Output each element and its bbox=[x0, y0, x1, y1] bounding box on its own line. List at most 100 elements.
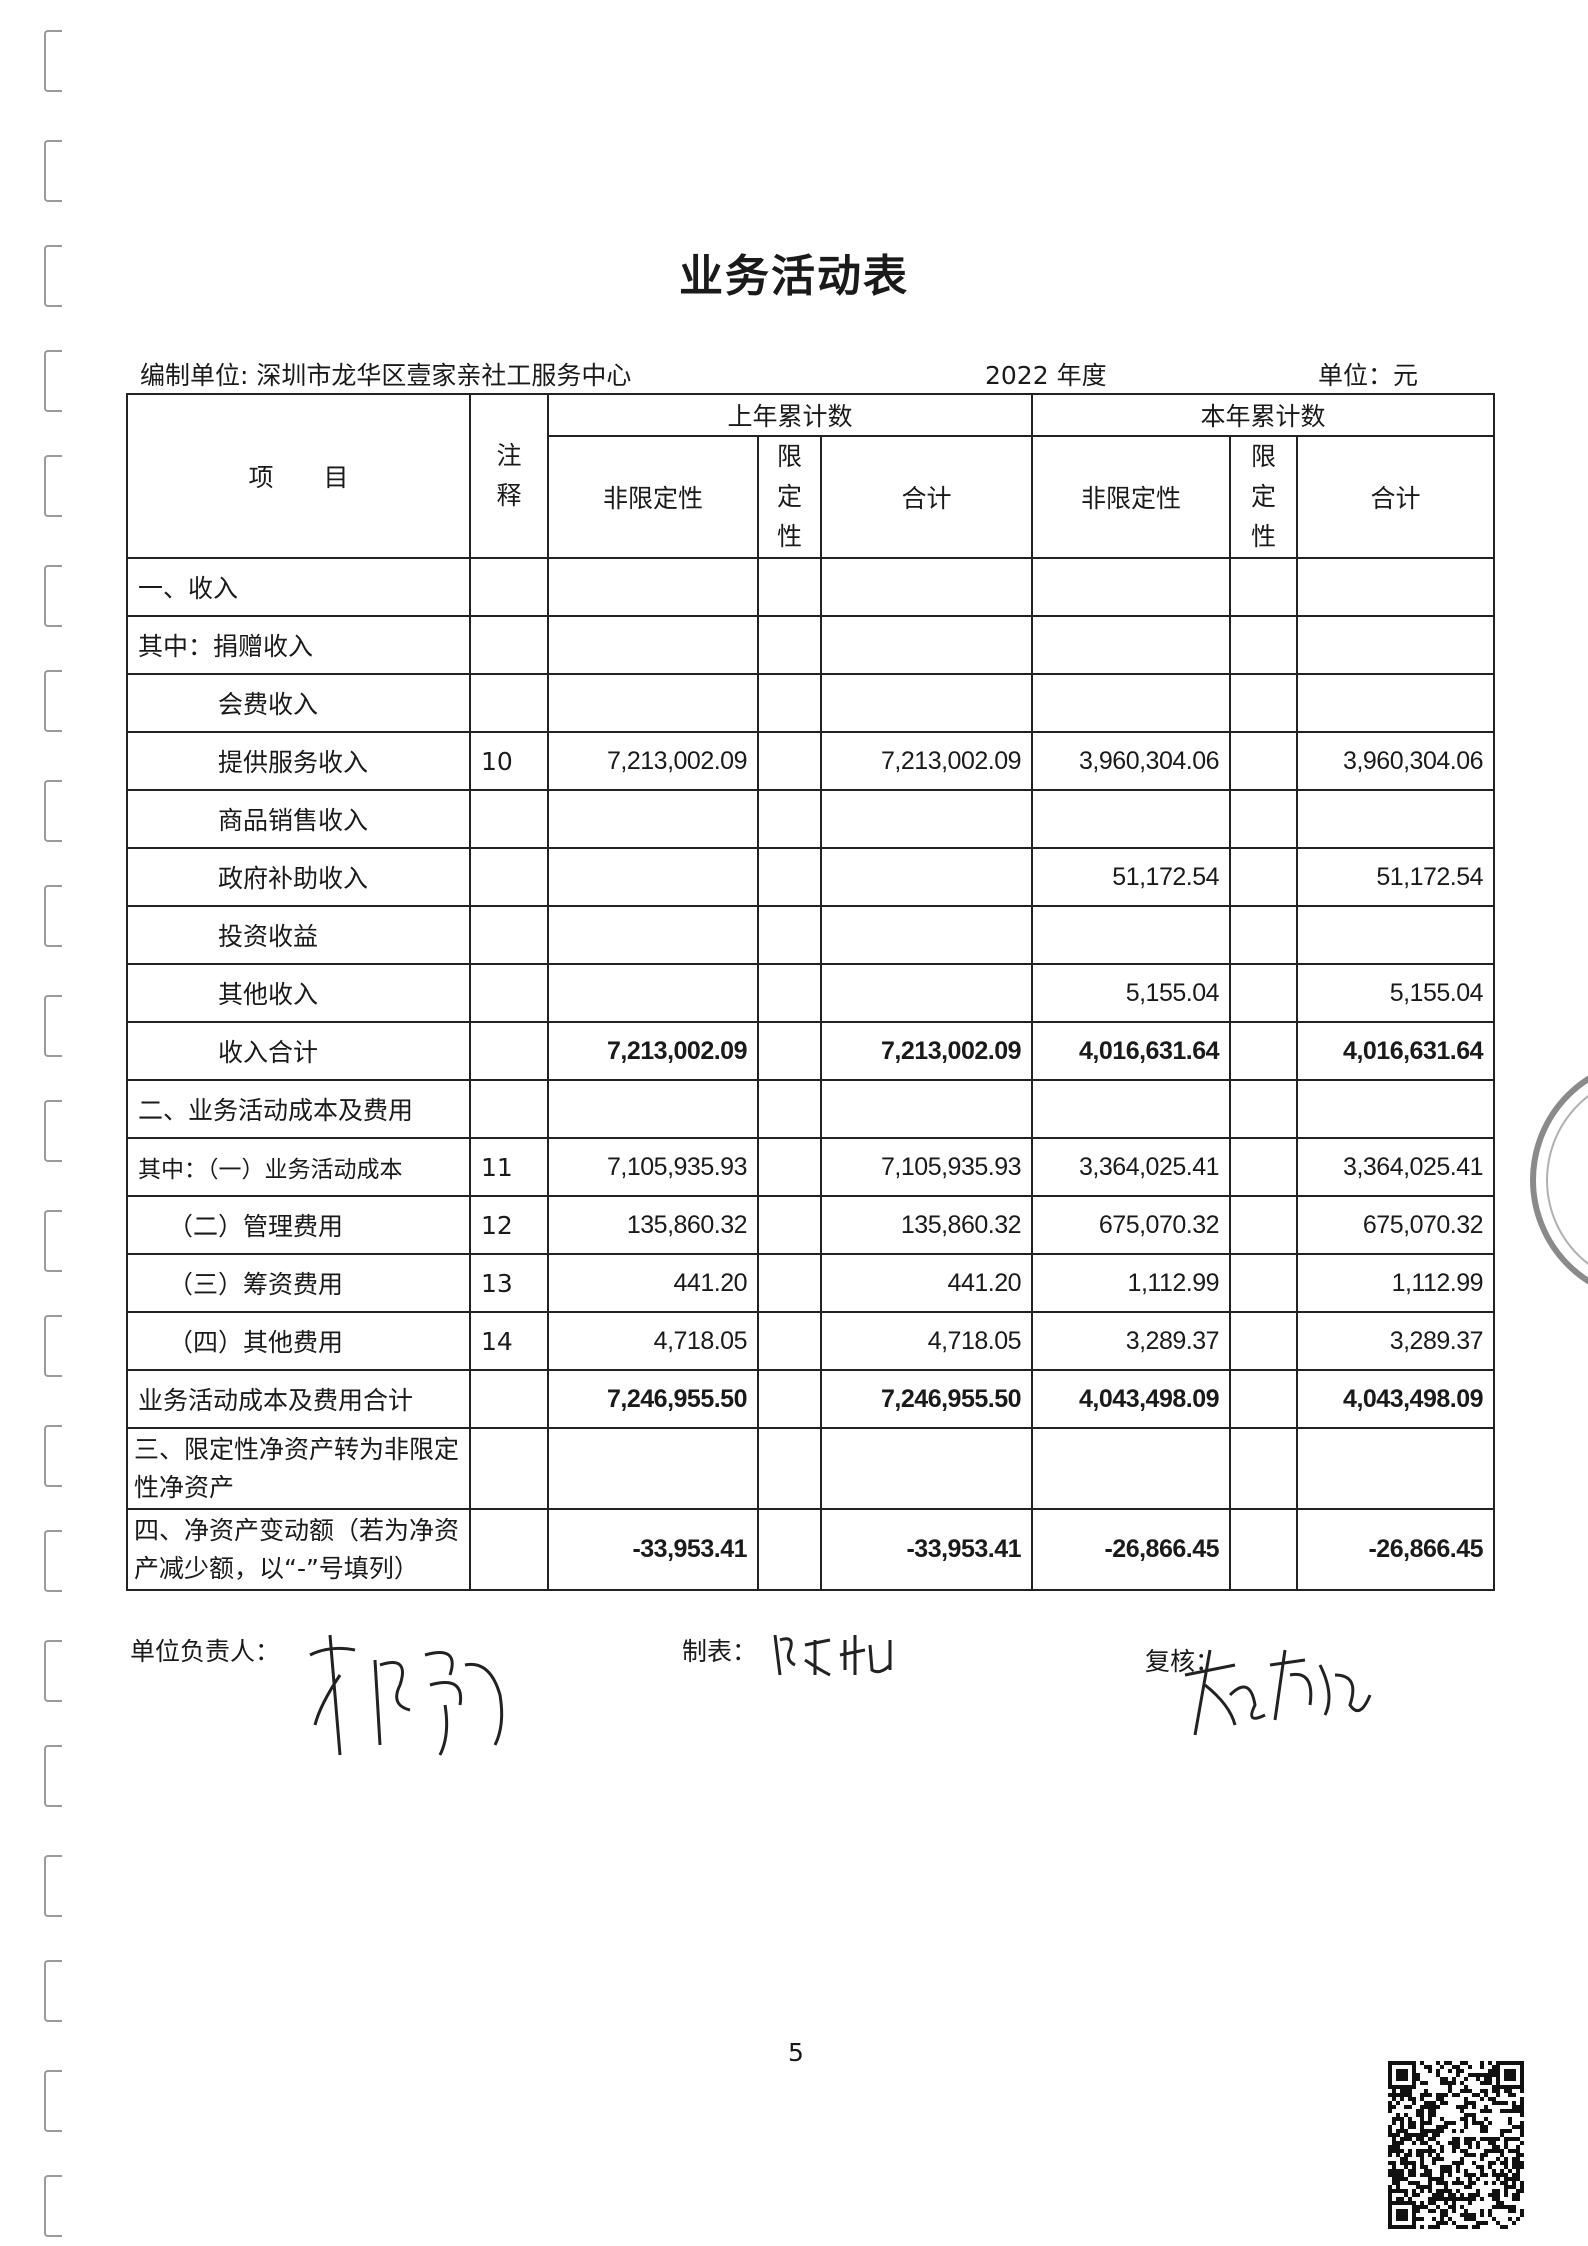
qr-module bbox=[1520, 2069, 1524, 2073]
qr-module bbox=[1396, 2185, 1400, 2189]
qr-module bbox=[1464, 2217, 1468, 2221]
binding-mark bbox=[44, 1210, 62, 1272]
qr-module bbox=[1436, 2181, 1440, 2185]
qr-module bbox=[1464, 2169, 1468, 2173]
qr-module bbox=[1496, 2069, 1500, 2073]
qr-module bbox=[1440, 2173, 1444, 2177]
qr-module bbox=[1424, 2165, 1428, 2169]
qr-module bbox=[1488, 2121, 1492, 2125]
qr-module bbox=[1412, 2141, 1416, 2145]
binding-mark bbox=[44, 995, 62, 1057]
qr-module bbox=[1460, 2193, 1464, 2197]
qr-module bbox=[1448, 2085, 1452, 2089]
qr-module bbox=[1456, 2141, 1460, 2145]
qr-module bbox=[1468, 2089, 1472, 2093]
qr-module bbox=[1484, 2077, 1488, 2081]
qr-module bbox=[1388, 2093, 1392, 2097]
qr-module bbox=[1440, 2181, 1444, 2185]
table-row: 会费收入 bbox=[126, 673, 1496, 733]
qr-module bbox=[1512, 2125, 1516, 2129]
qr-module bbox=[1504, 2069, 1508, 2073]
qr-module bbox=[1512, 2069, 1516, 2073]
binding-mark bbox=[44, 350, 62, 412]
row-note bbox=[469, 847, 549, 907]
qr-module bbox=[1456, 2065, 1460, 2069]
qr-module bbox=[1488, 2213, 1492, 2217]
row-value: 3,364,025.41 bbox=[1031, 1137, 1232, 1197]
qr-module bbox=[1436, 2157, 1440, 2161]
row-label: （二）管理费用 bbox=[126, 1195, 471, 1255]
qr-module bbox=[1500, 2173, 1504, 2177]
binding-mark bbox=[44, 565, 62, 627]
row-value: 441.20 bbox=[547, 1253, 759, 1313]
qr-module bbox=[1520, 2209, 1524, 2213]
qr-module bbox=[1516, 2153, 1520, 2157]
row-value: 5,155.04 bbox=[1031, 963, 1232, 1023]
qr-module bbox=[1496, 2089, 1500, 2093]
qr-module bbox=[1440, 2213, 1444, 2217]
qr-module bbox=[1508, 2085, 1512, 2089]
qr-module bbox=[1424, 2185, 1428, 2189]
qr-module bbox=[1388, 2101, 1392, 2105]
row-value: -26,866.45 bbox=[1296, 1508, 1496, 1591]
qr-module bbox=[1492, 2085, 1496, 2089]
qr-module bbox=[1440, 2081, 1444, 2085]
qr-module bbox=[1496, 2221, 1500, 2225]
qr-module bbox=[1488, 2149, 1492, 2153]
qr-module bbox=[1476, 2193, 1480, 2197]
qr-module bbox=[1468, 2137, 1472, 2141]
qr-module bbox=[1432, 2209, 1436, 2213]
qr-module bbox=[1408, 2169, 1412, 2173]
qr-module bbox=[1512, 2073, 1516, 2077]
qr-module bbox=[1400, 2097, 1404, 2101]
qr-module bbox=[1444, 2061, 1448, 2065]
row-value bbox=[1229, 1195, 1299, 1255]
qr-module bbox=[1468, 2145, 1472, 2149]
preparer-label: 制表： bbox=[682, 1637, 758, 1666]
qr-module bbox=[1480, 2081, 1484, 2085]
qr-module bbox=[1448, 2089, 1452, 2093]
qr-module bbox=[1516, 2149, 1520, 2153]
qr-module bbox=[1452, 2077, 1456, 2081]
qr-module bbox=[1392, 2145, 1396, 2149]
qr-module bbox=[1484, 2089, 1488, 2093]
row-value bbox=[756, 963, 823, 1023]
header-curr-restricted: 限定性 bbox=[1229, 435, 1299, 559]
qr-module bbox=[1488, 2141, 1492, 2145]
qr-module bbox=[1432, 2197, 1436, 2201]
qr-module bbox=[1412, 2225, 1416, 2229]
qr-module bbox=[1392, 2085, 1396, 2089]
row-value: 3,960,304.06 bbox=[1296, 731, 1496, 791]
qr-module bbox=[1492, 2065, 1496, 2069]
qr-module bbox=[1484, 2105, 1488, 2109]
qr-module bbox=[1412, 2161, 1416, 2165]
qr-module bbox=[1472, 2153, 1476, 2157]
qr-module bbox=[1492, 2173, 1496, 2177]
qr-module bbox=[1504, 2101, 1508, 2105]
qr-module bbox=[1448, 2189, 1452, 2193]
qr-module bbox=[1436, 2069, 1440, 2073]
qr-module bbox=[1500, 2133, 1504, 2137]
binding-mark bbox=[44, 245, 62, 307]
qr-module bbox=[1408, 2085, 1412, 2089]
qr-module bbox=[1476, 2073, 1480, 2077]
qr-module bbox=[1388, 2065, 1392, 2069]
qr-module bbox=[1516, 2109, 1520, 2113]
qr-module bbox=[1408, 2201, 1412, 2205]
qr-module bbox=[1460, 2109, 1464, 2113]
qr-module bbox=[1428, 2137, 1432, 2141]
qr-module bbox=[1388, 2129, 1392, 2133]
row-value bbox=[756, 1311, 823, 1371]
head-label: 单位负责人： bbox=[130, 1637, 281, 1666]
row-value: 441.20 bbox=[820, 1253, 1034, 1313]
row-value: 7,213,002.09 bbox=[547, 1021, 759, 1081]
qr-module bbox=[1484, 2109, 1488, 2113]
qr-module bbox=[1424, 2129, 1428, 2133]
table-row: 提供服务收入 10 7,213,002.09 7,213,002.09 3,960,30… bbox=[126, 731, 1496, 791]
qr-module bbox=[1480, 2129, 1484, 2133]
qr-module bbox=[1516, 2161, 1520, 2165]
qr-module bbox=[1404, 2061, 1408, 2065]
row-label: 二、业务活动成本及费用 bbox=[126, 1079, 471, 1139]
qr-module bbox=[1480, 2109, 1484, 2113]
binding-mark bbox=[44, 140, 62, 202]
